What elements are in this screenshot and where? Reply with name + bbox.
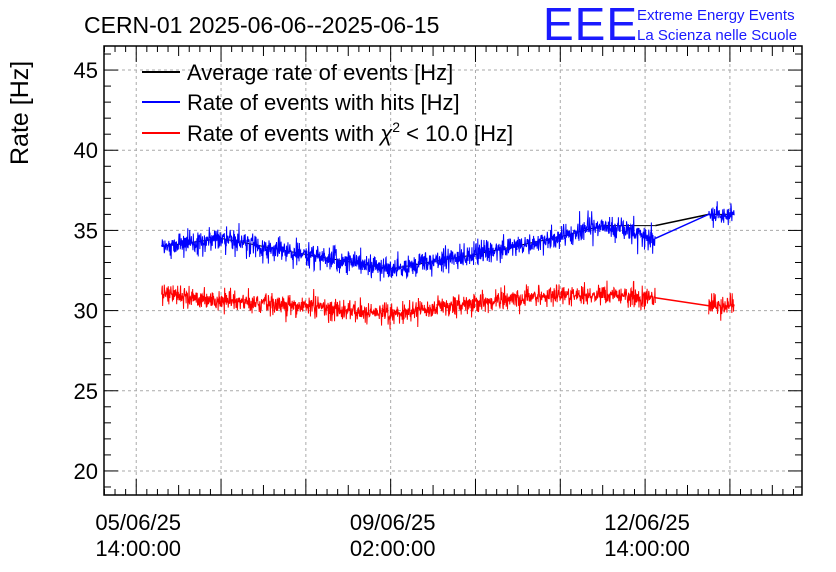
x-tick-label-time: 02:00:00 <box>350 536 436 561</box>
series-2-segment-1 <box>708 293 735 321</box>
branding-line2: La Scienza nelle Scuole <box>637 27 797 44</box>
eee-branding: EEE Extreme Energy Events La Scienza nel… <box>543 0 797 50</box>
plot-border <box>103 45 803 496</box>
x-tick-label-date: 05/06/25 <box>95 510 181 535</box>
series-1 <box>161 201 735 282</box>
x-tick-label-time: 14:00:00 <box>604 536 690 561</box>
branding-line1: Extreme Energy Events <box>637 7 795 24</box>
eee-logo: EEE <box>543 0 638 50</box>
y-tick-label: 25 <box>74 379 98 404</box>
series-2-segment-0 <box>161 280 656 330</box>
plot-frame <box>103 45 803 496</box>
x-tick-label-time: 14:00:00 <box>95 536 181 561</box>
y-tick-label: 30 <box>74 299 98 324</box>
y-tick-label: 45 <box>74 58 98 83</box>
legend-label-1: Rate of events with hits [Hz] <box>187 90 460 115</box>
series-1-gap-connector <box>654 213 710 240</box>
legend: Average rate of events [Hz] Rate of event… <box>142 60 513 146</box>
series-2 <box>161 280 735 330</box>
series-0-gap-connector <box>655 213 709 227</box>
y-axis-label: Rate [Hz] <box>6 61 34 165</box>
chart-title: CERN-01 2025-06-06--2025-06-15 <box>84 12 439 38</box>
series-1-segment-1 <box>708 201 735 228</box>
axis-ticks: 20253035404505/06/2514:00:0009/06/2502:0… <box>74 46 802 561</box>
legend-label-2: Rate of events with χ2 < 10.0 [Hz] <box>187 119 513 146</box>
y-tick-label: 20 <box>74 459 98 484</box>
x-tick-label-date: 09/06/25 <box>350 510 436 535</box>
series-2-gap-connector <box>655 297 709 307</box>
y-tick-label: 40 <box>74 138 98 163</box>
series-1-segment-0 <box>161 210 656 282</box>
x-tick-label-date: 12/06/25 <box>604 510 690 535</box>
legend-label-0: Average rate of events [Hz] <box>187 60 453 85</box>
y-tick-label: 35 <box>74 218 98 243</box>
series-layer <box>161 201 735 330</box>
